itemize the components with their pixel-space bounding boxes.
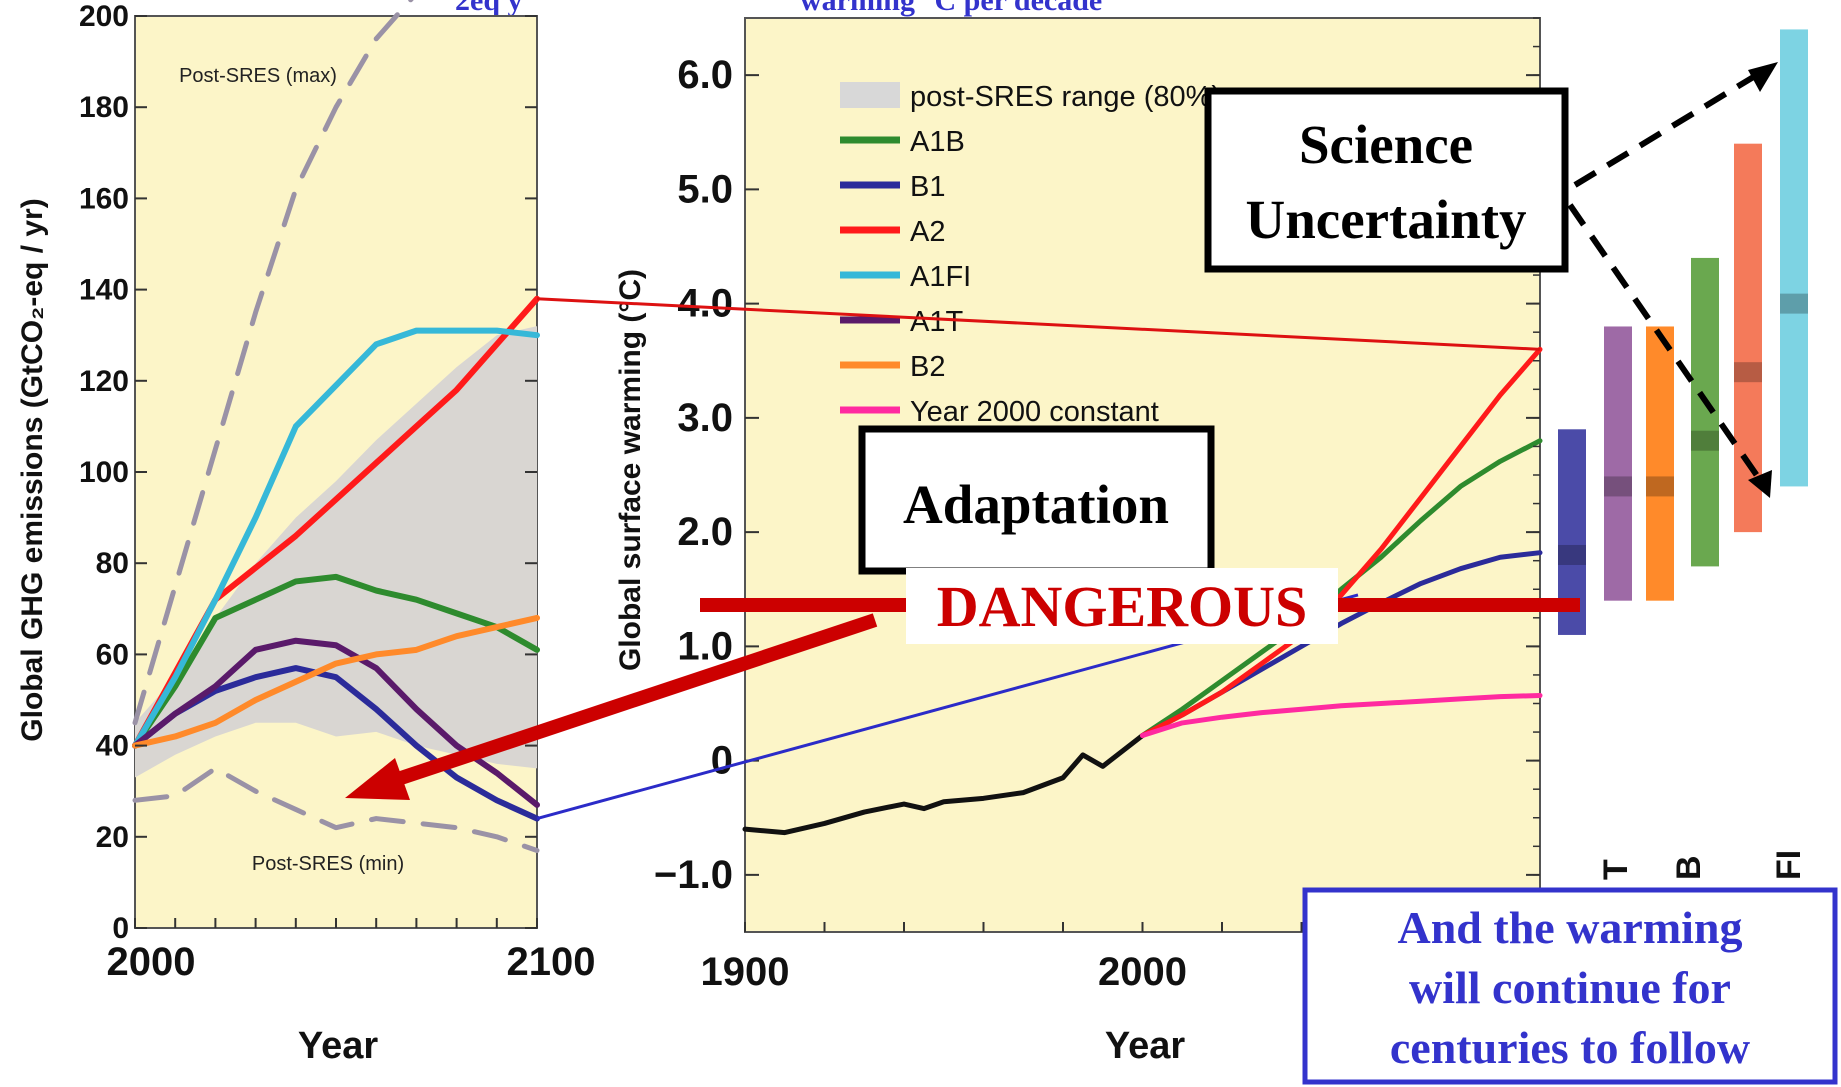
connector-a2 — [536, 297, 1541, 351]
post-sres-max-annotation: Post-SRES (max) — [179, 65, 337, 87]
right-series-a1b — [1140, 438, 1543, 738]
left-ytick-label: 20 — [96, 821, 129, 854]
legend-label: post-SRES range (80%) — [910, 81, 1221, 113]
range-bar-a1b — [1691, 257, 1719, 567]
left-ytick-label: 160 — [79, 182, 129, 215]
right-series-year-2000-constant — [1140, 693, 1543, 738]
range-bar-scenario-label: FI — [1770, 850, 1808, 880]
range-bar-scenario-label: B — [1670, 855, 1708, 880]
left-series-post-sres-min- — [132, 765, 540, 853]
right-ytick-label: 0 — [711, 739, 733, 783]
legend-label: A2 — [910, 216, 945, 248]
left-ytick-label: 100 — [79, 456, 129, 489]
legend-label: Year 2000 constant — [910, 396, 1159, 428]
header-fragment-right: warming °C per decade — [800, 0, 1102, 17]
range-bar-a1fi — [1780, 29, 1808, 487]
right-xtick-label: 1900 — [701, 950, 790, 994]
right-x-axis-label: Year — [1105, 1025, 1186, 1067]
range-bar-best-a1fi — [1780, 293, 1808, 314]
range-bar-best-a2 — [1734, 362, 1762, 383]
range-bar-a1t — [1604, 326, 1632, 601]
left-ytick-label: 40 — [96, 730, 129, 763]
range-bar-best-a1t — [1604, 476, 1632, 497]
adaptation-label: Adaptation — [903, 474, 1169, 535]
range-bar-best-b2 — [1646, 476, 1674, 497]
range-bar-scenario-label: T — [1597, 859, 1635, 880]
legend-label: A1FI — [910, 261, 971, 293]
left-xtick-label: 2000 — [107, 940, 196, 984]
right-ytick-label: 3.0 — [677, 396, 733, 440]
science-uncertainty-line1: Science — [1299, 114, 1473, 175]
header-fragment-left: 2eq y — [455, 0, 523, 17]
right-ytick-label: 2.0 — [677, 510, 733, 554]
dangerous-arrow-head — [345, 758, 410, 800]
left-series-post-sres-max- — [132, 0, 414, 726]
warming-note-box — [1302, 887, 1838, 1085]
right-ytick-label: −1.0 — [654, 853, 733, 897]
uncertainty-arrow-up-head — [1748, 62, 1778, 92]
right-ytick-label: 5.0 — [677, 167, 733, 211]
left-ytick-label: 140 — [79, 274, 129, 307]
dangerous-label-bg — [906, 568, 1338, 644]
legend-label: A1T — [910, 306, 963, 338]
uncertainty-arrow-down-head — [1748, 470, 1772, 498]
post-sres-min-annotation: Post-SRES (min) — [252, 853, 404, 875]
range-bar-best-b1 — [1558, 544, 1586, 565]
right-ytick-label: 6.0 — [677, 53, 733, 97]
left-xtick-label: 2100 — [507, 940, 596, 984]
science-uncertainty-box — [1204, 87, 1569, 273]
warming-note-line: will continue for — [1409, 962, 1731, 1013]
right-ytick-label: 1.0 — [677, 624, 733, 668]
dangerous-arrow-shaft — [377, 613, 878, 792]
left-ytick-label: 80 — [96, 547, 129, 580]
dangerous-label: DANGEROUS — [937, 574, 1308, 639]
left-series-a1b — [132, 573, 540, 749]
left-series-a1fi — [132, 327, 540, 749]
range-bar-best-a1b — [1691, 430, 1719, 451]
right-y-axis-label: Global surface warming (°C) — [614, 269, 647, 671]
warming-note-line: centuries to follow — [1390, 1022, 1750, 1073]
right-series-a2 — [1140, 346, 1543, 738]
left-x-axis-label: Year — [298, 1025, 379, 1067]
left-ytick-label: 180 — [79, 91, 129, 124]
right-ytick-label: 4.0 — [677, 282, 733, 326]
left-ytick-label: 120 — [79, 365, 129, 398]
legend-label: B2 — [910, 351, 945, 383]
legend-swatch-band — [840, 82, 900, 108]
left-ytick-label: 200 — [79, 0, 129, 33]
legend-label: A1B — [910, 126, 965, 158]
left-y-axis-label: Global GHG emissions (GtCO₂-eq / yr) — [16, 198, 49, 741]
range-bar-b2 — [1646, 326, 1674, 601]
left-ytick-label: 60 — [96, 638, 129, 671]
right-series-observed — [742, 732, 1145, 836]
right-xtick-label: 2000 — [1098, 950, 1187, 994]
science-uncertainty-line2: Uncertainty — [1245, 189, 1526, 250]
left-series-b2 — [132, 614, 540, 749]
legend-label: B1 — [910, 171, 945, 203]
warming-note-line: And the warming — [1397, 902, 1742, 953]
left-ytick-label: 0 — [112, 912, 129, 945]
uncertainty-arrow-down — [1567, 203, 1763, 482]
